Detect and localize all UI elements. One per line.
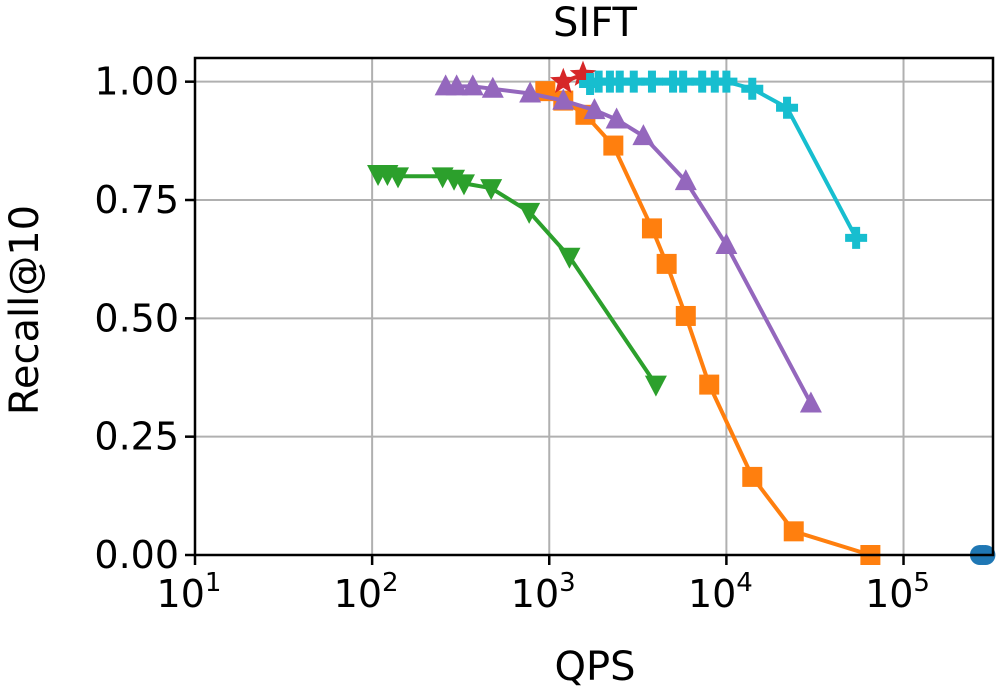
ticks: 101 102 103 104 105 0.00 0.25 0.50 0.75 1.00 bbox=[94, 60, 930, 616]
y-tick-label: 0.75 bbox=[94, 178, 179, 222]
data-point bbox=[481, 76, 504, 98]
data-point bbox=[741, 77, 764, 100]
data-point bbox=[583, 98, 606, 120]
data-point bbox=[452, 174, 475, 196]
x-axis-label: QPS bbox=[555, 644, 636, 690]
series-layer bbox=[367, 60, 996, 565]
data-point bbox=[776, 96, 799, 119]
plot-frame bbox=[193, 56, 995, 557]
series-orange-line bbox=[544, 89, 871, 557]
grid bbox=[194, 58, 993, 556]
data-point bbox=[608, 70, 631, 93]
data-point bbox=[783, 521, 804, 542]
data-point bbox=[703, 70, 726, 93]
y-tick-label: 0.25 bbox=[94, 415, 179, 459]
chart-title: SIFT bbox=[553, 0, 637, 46]
series-green-line bbox=[378, 172, 658, 386]
data-point bbox=[715, 70, 738, 93]
x-tick-label: 103 bbox=[511, 568, 576, 616]
data-point bbox=[641, 218, 662, 239]
series-cyan bbox=[579, 70, 868, 249]
data-point bbox=[387, 167, 410, 189]
data-point bbox=[672, 70, 695, 93]
x-tick-label: 102 bbox=[334, 568, 399, 616]
data-point bbox=[445, 74, 468, 96]
data-point bbox=[715, 232, 738, 254]
series-purple-line bbox=[445, 84, 813, 405]
data-point bbox=[519, 81, 542, 103]
data-point bbox=[605, 107, 628, 129]
series-orange bbox=[535, 81, 881, 565]
data-point bbox=[644, 375, 667, 397]
data-point bbox=[461, 74, 484, 96]
data-point bbox=[622, 70, 645, 93]
x-tick-label: 104 bbox=[688, 568, 753, 616]
data-point bbox=[587, 70, 610, 93]
x-tick-label: 105 bbox=[865, 568, 930, 616]
series-cyan-line bbox=[589, 79, 858, 239]
data-point bbox=[742, 466, 763, 487]
data-point bbox=[799, 391, 822, 413]
data-point bbox=[656, 253, 677, 274]
data-point bbox=[674, 169, 697, 191]
data-point bbox=[632, 124, 655, 146]
data-point bbox=[640, 70, 663, 93]
data-point bbox=[691, 70, 714, 93]
series-purple bbox=[434, 74, 822, 413]
data-point bbox=[569, 60, 597, 86]
data-point bbox=[480, 179, 503, 201]
series-red bbox=[550, 60, 597, 93]
data-point bbox=[845, 226, 868, 249]
data-point bbox=[675, 305, 696, 326]
data-point bbox=[699, 374, 720, 395]
y-tick-label: 1.00 bbox=[94, 60, 179, 104]
data-point bbox=[518, 202, 541, 224]
data-point bbox=[558, 247, 581, 269]
data-point bbox=[552, 88, 575, 110]
y-axis-label: Recall@10 bbox=[2, 205, 48, 415]
data-point bbox=[603, 135, 624, 156]
series-green bbox=[367, 164, 667, 397]
x-tick-label: 101 bbox=[157, 568, 222, 616]
y-tick-label: 0.00 bbox=[94, 533, 179, 577]
data-point bbox=[550, 67, 577, 93]
y-tick-label: 0.50 bbox=[94, 296, 179, 340]
